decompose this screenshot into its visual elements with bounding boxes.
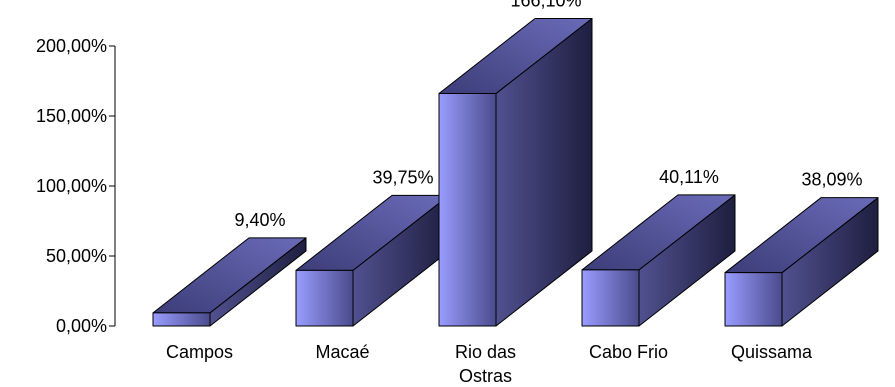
y-tick-label: 200,00% [36, 36, 107, 56]
bar [438, 17, 593, 327]
data-label: 38,09% [801, 170, 862, 190]
y-axis: 0,00% 50,00% 100,00% 150,00% 200,00% [36, 36, 116, 336]
bar [152, 237, 307, 327]
category-label: Quissama [731, 342, 813, 362]
bar [295, 194, 450, 327]
bar-front [295, 269, 354, 327]
bars [152, 17, 879, 327]
bar [581, 194, 736, 327]
bar-front [581, 269, 640, 327]
data-label: 40,11% [659, 167, 719, 187]
y-tick-label: 100,00% [36, 176, 107, 196]
y-tick-label: 50,00% [46, 246, 107, 266]
labels: 9,40% Campos 39,75% Macaé 166,10% Rio das Ostr… [166, 0, 863, 386]
bar [724, 197, 879, 327]
y-tick-label: 150,00% [36, 106, 107, 126]
y-tick-label: 0,00% [56, 316, 107, 336]
category-label: Ostras [459, 366, 512, 386]
bar-front [438, 92, 497, 327]
category-label: Rio das [455, 342, 516, 362]
data-label: 39,75% [372, 167, 433, 187]
bar-front [724, 272, 783, 327]
bar-front [152, 312, 211, 327]
data-label: 9,40% [234, 210, 285, 230]
data-label: 166,10% [510, 0, 581, 10]
category-label: Campos [166, 342, 233, 362]
category-label: Cabo Frio [589, 342, 668, 362]
category-label: Macaé [315, 342, 369, 362]
